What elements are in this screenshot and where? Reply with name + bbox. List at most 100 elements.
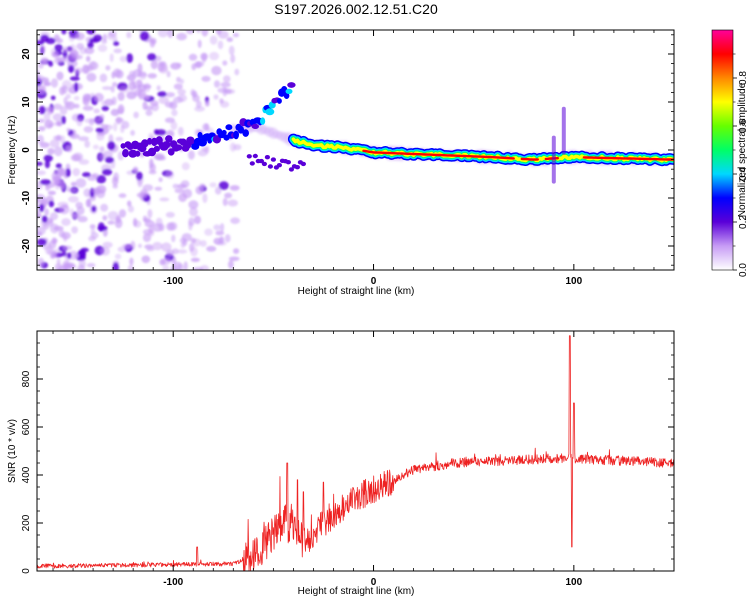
noise-blob [149, 158, 154, 169]
noise-blob [84, 118, 94, 123]
noise-blob [54, 182, 61, 190]
noise-blob [188, 200, 199, 210]
noise-blob [47, 148, 55, 155]
noise-blob [86, 93, 91, 100]
noise-blob [37, 238, 47, 246]
noise-blob [202, 193, 208, 204]
ridge-blob [300, 161, 306, 167]
noise-blob [45, 37, 56, 45]
ridge-blob [122, 149, 129, 158]
noise-blob [90, 188, 100, 193]
noise-blob [73, 103, 80, 109]
noise-blob [227, 199, 238, 207]
noise-blob [233, 248, 240, 254]
noise-blob [69, 133, 80, 139]
ridge-blob [246, 154, 252, 159]
noise-blob [177, 94, 188, 102]
noise-blob [114, 218, 123, 229]
x-tick-label: 0 [371, 577, 377, 588]
snr-plot-area [37, 331, 674, 571]
noise-blob [37, 118, 45, 123]
noise-blob [183, 261, 188, 270]
noise-blob [78, 159, 90, 165]
noise-blob [209, 182, 217, 188]
noise-blob [77, 264, 86, 270]
noise-blob [197, 39, 202, 49]
noise-blob [93, 92, 104, 102]
noise-blob [174, 188, 185, 194]
ridge-blob [264, 155, 270, 160]
noise-blob [201, 30, 209, 37]
noise-blob [97, 44, 108, 52]
noise-blob [91, 117, 102, 124]
noise-blob [77, 215, 88, 223]
noise-blob [150, 38, 157, 45]
noise-blob [224, 234, 231, 243]
x-tick-label: -100 [163, 276, 183, 287]
colorbar-tick-label: 0.6 [738, 119, 749, 133]
ridge-blob [120, 143, 126, 149]
ridge-blob [134, 150, 141, 157]
noise-blob [213, 94, 219, 100]
noise-blob [118, 193, 127, 198]
noise-blob [89, 224, 96, 230]
noise-blob [148, 170, 157, 175]
noise-blob [37, 134, 45, 145]
noise-blob [170, 121, 178, 131]
noise-blob [113, 41, 120, 46]
noise-blob [102, 33, 107, 42]
noise-blob [67, 252, 72, 259]
noise-blob [217, 87, 228, 94]
ridge-blob [294, 165, 300, 170]
noise-blob [95, 127, 104, 133]
noise-blob [97, 225, 108, 231]
ridge-blob [267, 164, 273, 169]
noise-blob [101, 100, 107, 107]
x-tick-label: 100 [565, 577, 582, 588]
noise-blob [220, 82, 231, 88]
noise-blob [202, 123, 210, 132]
noise-blob [161, 257, 171, 265]
noise-blob [74, 32, 85, 41]
noise-blob [152, 241, 163, 251]
noise-blob [85, 55, 91, 62]
noise-blob [177, 126, 184, 136]
noise-blob [189, 207, 198, 217]
noise-blob [62, 262, 73, 270]
ridge-blob [165, 135, 173, 143]
noise-blob [147, 73, 157, 79]
noise-blob [96, 175, 107, 184]
noise-blob [73, 67, 84, 74]
noise-blob [137, 83, 147, 92]
noise-blob [168, 221, 178, 231]
noise-blob [92, 144, 99, 150]
noise-blob [47, 248, 56, 256]
noise-blob [144, 95, 150, 100]
noise-blob [150, 60, 158, 70]
noise-blob [132, 166, 139, 173]
noise-blob [141, 255, 151, 264]
ridge-blob [276, 98, 282, 104]
noise-blob [165, 92, 175, 98]
noise-blob [217, 30, 229, 39]
noise-blob [65, 168, 71, 177]
noise-blob [44, 208, 49, 216]
noise-blob [228, 45, 235, 56]
noise-blob [107, 211, 119, 221]
noise-blob [155, 129, 167, 136]
ridge-blob [212, 135, 222, 144]
noise-blob [99, 73, 108, 83]
ridge-blob [261, 161, 267, 167]
noise-blob [99, 152, 107, 161]
noise-blob [119, 86, 130, 93]
noise-blob [157, 91, 167, 97]
noise-blob [91, 205, 97, 213]
noise-blob [176, 62, 182, 67]
colorbar-ticks [733, 53, 737, 271]
noise-blob [149, 100, 159, 107]
noise-blob [51, 78, 58, 88]
noise-blob [52, 238, 58, 244]
noise-blob [48, 60, 54, 67]
y-tick-label: 0 [21, 147, 32, 153]
noise-blob [132, 217, 138, 227]
